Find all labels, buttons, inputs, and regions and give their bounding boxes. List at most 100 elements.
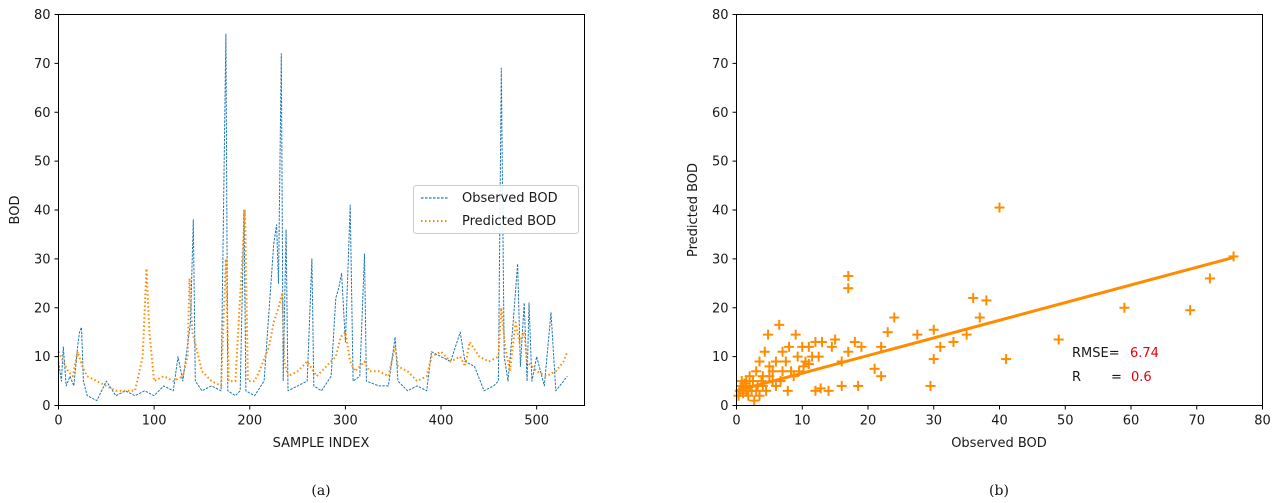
panel-b-x-tick-label: 50 xyxy=(1057,414,1074,429)
panel-b-y-tick-label: 60 xyxy=(712,106,729,121)
panel-b-y-tick-label: 50 xyxy=(712,155,729,170)
scatter-point xyxy=(1001,354,1012,365)
scatter-point xyxy=(767,366,778,377)
panel-b-x-tick-label: 20 xyxy=(860,414,877,429)
panel-b-x-tick-label: 80 xyxy=(1254,414,1271,429)
scatter-point xyxy=(948,336,959,347)
scatter-point xyxy=(856,341,867,352)
legend-observed-label: Observed BOD xyxy=(462,191,558,206)
scatter-point xyxy=(815,383,826,394)
legend-box xyxy=(413,185,579,234)
panel-b-y-tick-label: 20 xyxy=(712,301,729,316)
scatter-point xyxy=(981,295,992,306)
scatter-point xyxy=(803,358,814,369)
scatter-point xyxy=(749,395,760,406)
panel-a-y-tick-label: 40 xyxy=(34,204,51,219)
scatter-point xyxy=(813,351,824,362)
scatter-point xyxy=(780,356,791,367)
scatter-point xyxy=(843,270,854,281)
panel-a-x-tick-label: 400 xyxy=(429,414,454,429)
scatter-point xyxy=(1228,251,1239,262)
panel-b-x-ticks: 0 10 20 30 40 50 60 70 80 xyxy=(732,405,1271,429)
panel-b-x-tick-label: 30 xyxy=(925,414,942,429)
scatter-point xyxy=(754,390,765,401)
scatter-point xyxy=(823,385,834,396)
rmse-label: RMSE= xyxy=(1072,346,1120,361)
panel-b-frame xyxy=(736,14,1263,406)
panel-a-y-tick-label: 70 xyxy=(34,57,51,72)
panel-a-y-tick-label: 10 xyxy=(34,350,51,365)
panel-b-x-tick-label: 70 xyxy=(1188,414,1205,429)
r-label: R xyxy=(1072,370,1081,385)
scatter-point xyxy=(798,361,809,372)
scatter-point xyxy=(1185,305,1196,316)
panel-b-annotations: RMSE= 6.74 R = 0.6 xyxy=(1072,346,1159,385)
scatter-point xyxy=(869,363,880,374)
panel-b-y-ticks: 0 10 20 30 40 50 60 70 80 xyxy=(712,8,737,414)
scatter-point xyxy=(928,324,939,335)
scatter-point xyxy=(803,341,814,352)
scatter-point xyxy=(770,356,781,367)
scatter-point xyxy=(792,351,803,362)
panel-a-x-tick-label: 200 xyxy=(237,414,262,429)
scatter-point xyxy=(826,341,837,352)
legend-predicted-label: Predicted BOD xyxy=(462,214,556,229)
panel-a-y-tick-label: 0 xyxy=(42,399,50,414)
scatter-point xyxy=(747,376,758,387)
scatter-point xyxy=(763,329,774,340)
scatter-point xyxy=(816,336,827,347)
panel-b-scatter: 0 10 20 30 40 50 60 70 80 0 10 20 30 40 50 60 70 80 Obse… xyxy=(686,8,1271,499)
scatter-point xyxy=(830,334,841,345)
scatter-point xyxy=(853,380,864,391)
scatter-point xyxy=(761,385,772,396)
scatter-point xyxy=(836,380,847,391)
panel-b-x-label: Observed BOD xyxy=(951,436,1047,451)
scatter-point xyxy=(754,356,765,367)
panel-a-legend: Observed BOD Predicted BOD xyxy=(413,185,579,234)
regression-line xyxy=(736,255,1234,393)
panel-a-x-tick-label: 500 xyxy=(524,414,549,429)
scatter-point xyxy=(968,292,979,303)
scatter-point xyxy=(843,283,854,294)
panel-a-x-ticks: 0 100 200 300 400 500 xyxy=(54,405,549,429)
scatter-point xyxy=(994,202,1005,213)
scatter-point xyxy=(843,346,854,357)
scatter-point xyxy=(882,327,893,338)
panel-a-y-tick-label: 60 xyxy=(34,106,51,121)
panel-a-y-ticks: 0 10 20 30 40 50 60 70 80 xyxy=(34,8,59,414)
panel-b-x-tick-label: 40 xyxy=(991,414,1008,429)
scatter-point xyxy=(889,312,900,323)
scatter-point xyxy=(974,312,985,323)
rmse-value: 6.74 xyxy=(1130,346,1159,361)
panel-b-caption: (b) xyxy=(989,483,1009,499)
panel-a-frame xyxy=(58,14,585,406)
scatter-point xyxy=(876,371,887,382)
panel-a-y-tick-label: 50 xyxy=(34,155,51,170)
panel-b-y-tick-label: 80 xyxy=(712,8,729,23)
panel-b-y-tick-label: 10 xyxy=(712,350,729,365)
panel-a-timeseries: 0 10 20 30 40 50 60 70 80 0 100 200 300 400 500 SAMPL… xyxy=(8,8,585,499)
scatter-point xyxy=(782,385,793,396)
panel-a-y-tick-label: 80 xyxy=(34,8,51,23)
scatter-point xyxy=(733,390,744,401)
scatter-point xyxy=(928,354,939,365)
panel-a-y-tick-label: 30 xyxy=(34,252,51,267)
scatter-point xyxy=(849,336,860,347)
scatter-point xyxy=(784,341,795,352)
scatter-point xyxy=(770,380,781,391)
panel-a-y-label: BOD xyxy=(8,196,23,225)
panel-a-x-tick-label: 300 xyxy=(333,414,358,429)
panel-b-points xyxy=(733,202,1239,406)
scatter-point xyxy=(961,329,972,340)
scatter-point xyxy=(774,319,785,330)
panel-b-y-tick-label: 40 xyxy=(712,204,729,219)
scatter-point xyxy=(1053,334,1064,345)
scatter-point xyxy=(810,385,821,396)
panel-a-x-tick-label: 100 xyxy=(142,414,167,429)
scatter-point xyxy=(876,341,887,352)
scatter-point xyxy=(1119,302,1130,313)
panel-b-x-tick-label: 0 xyxy=(732,414,740,429)
scatter-point xyxy=(751,366,762,377)
scatter-point xyxy=(925,380,936,391)
